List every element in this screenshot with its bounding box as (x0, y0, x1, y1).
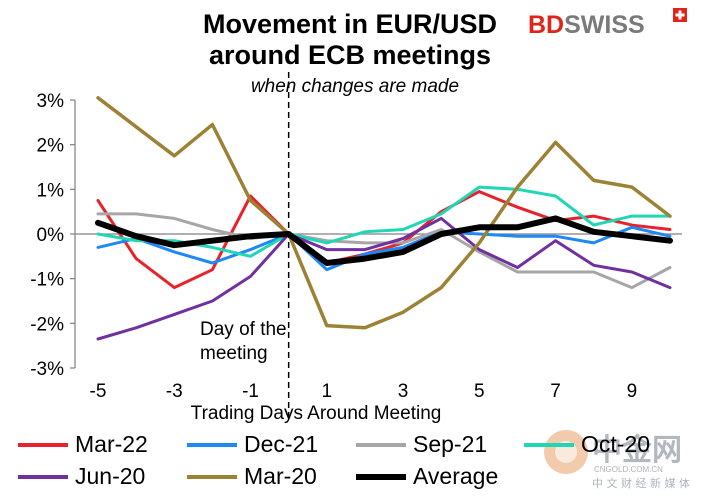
legend-label: Average (413, 463, 498, 489)
legend-label: Mar-20 (244, 463, 317, 489)
watermark-tagline: 中 文 财 经 新 媒 体 (592, 476, 690, 490)
meeting-day-annotation: Day of the (200, 319, 287, 340)
x-tick-label: 5 (474, 381, 485, 402)
cngold-watermark: 中金网 CNGOLD.COM.CN 中 文 财 经 新 媒 体 (544, 430, 690, 490)
y-tick-label: -1% (30, 270, 64, 291)
x-tick-label: 3 (398, 381, 409, 402)
x-tick-label: -5 (90, 381, 107, 402)
x-tick-label: 7 (550, 381, 561, 402)
x-tick-label: -1 (242, 381, 259, 402)
x-axis-label: Trading Days Around Meeting (191, 403, 442, 424)
y-tick-label: 1% (37, 180, 65, 201)
watermark-name: 中金网 (592, 433, 682, 468)
chart-legend: Mar-22 Dec-21 Sep-21 Oct-20 Jun-20 Mar-20 Aver… (18, 431, 650, 489)
x-tick-label: 1 (322, 381, 333, 402)
meeting-day-annotation: meeting (200, 343, 268, 364)
chart-subtitle: when changes are made (251, 76, 459, 97)
chart-title-line-2: around ECB meetings (209, 40, 491, 70)
chart-title-line-1: Movement in EUR/USD (203, 9, 497, 39)
legend-label: Sep-21 (413, 431, 487, 457)
series-line-mar-22 (96, 190, 672, 290)
chart-series (95, 96, 673, 341)
y-tick-label: -3% (30, 359, 64, 380)
legend-label: Jun-20 (75, 463, 145, 489)
y-tick-label: 2% (37, 136, 65, 157)
x-tick-label: 9 (627, 381, 638, 402)
legend-label: Mar-22 (75, 431, 148, 457)
watermark-site: CNGOLD.COM.CN (594, 465, 663, 474)
y-tick-label: -2% (30, 314, 64, 335)
legend-label: Oct-20 (581, 431, 650, 457)
series-line-jun-20 (96, 216, 672, 341)
series-line-average (95, 215, 673, 266)
meeting-day-marker: Day of the meeting (200, 72, 290, 420)
chart-tick-labels: -3% -2% -1% 0% 1% 2% 3% -5 -3 -1 1 3 5 7 9 (30, 91, 637, 402)
y-tick-label: 3% (37, 91, 65, 112)
brand-name: BDSWISS (528, 11, 645, 39)
x-tick-label: -3 (166, 381, 183, 402)
y-tick-label: 0% (37, 225, 65, 246)
series-line-dec-21 (96, 225, 672, 272)
chart-axes (70, 99, 682, 369)
bdswiss-logo: BDSWISS (528, 8, 687, 39)
series-line-mar-20 (96, 96, 672, 330)
legend-label: Dec-21 (244, 431, 318, 457)
